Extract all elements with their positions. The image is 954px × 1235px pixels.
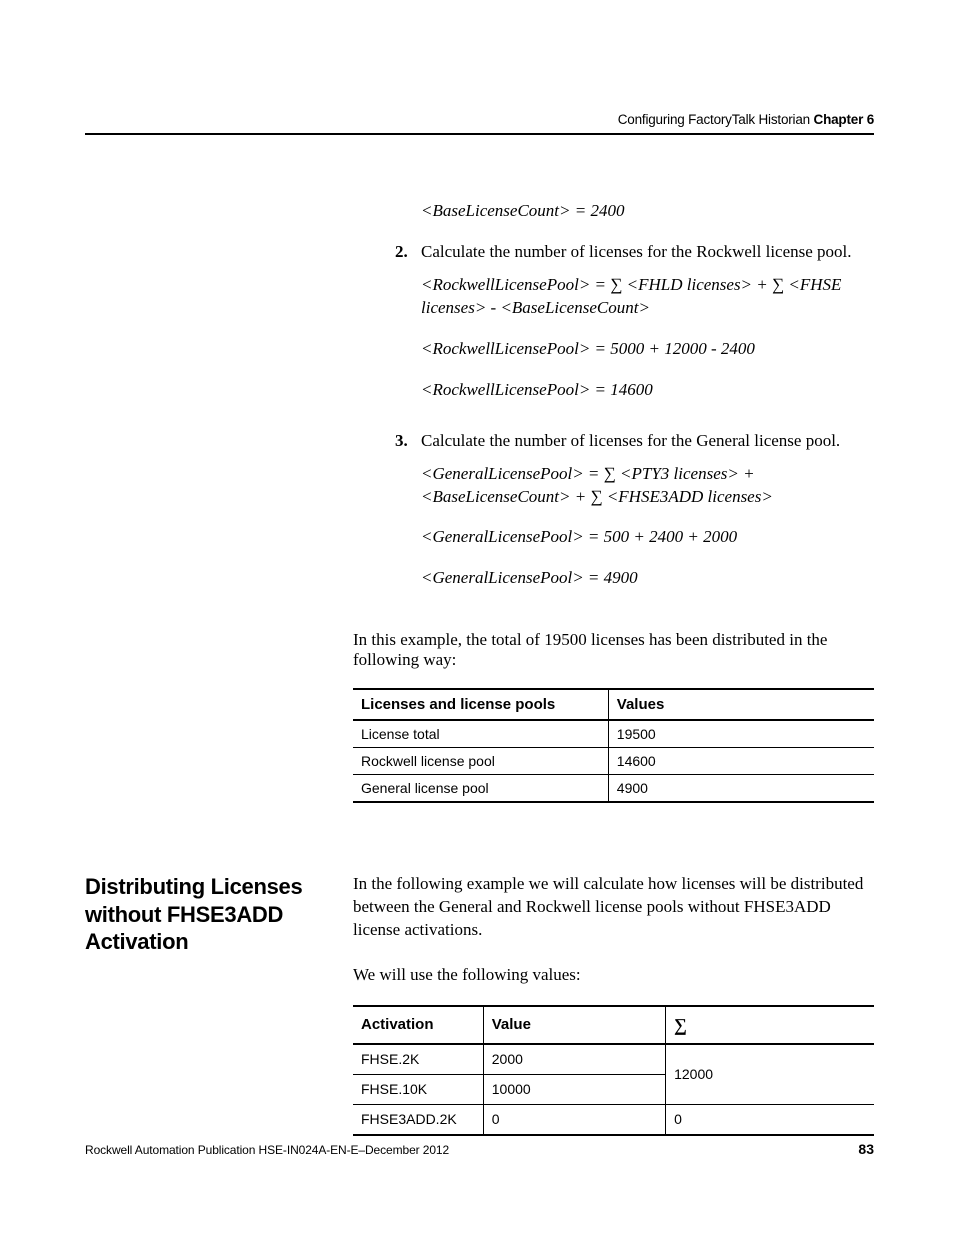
page-footer: Rockwell Automation Publication HSE-IN02… (85, 1141, 874, 1157)
activation-values-table: Activation Value ∑ FHSE.2K 2000 12000 FH… (353, 1005, 874, 1136)
cell-activation: FHSE.2K (353, 1044, 483, 1074)
formula-base-count: <BaseLicenseCount> = 2400 (421, 200, 874, 223)
formula-rockwell-calc: <RockwellLicensePool> = 5000 + 12000 - 2… (421, 338, 874, 361)
cell-value: 0 (483, 1105, 665, 1135)
col-header-sigma: ∑ (666, 1006, 874, 1044)
step-body: Calculate the number of licenses for the… (421, 430, 874, 609)
header-chapter-label: Chapter 6 (814, 112, 874, 127)
table-header-row: Activation Value ∑ (353, 1006, 874, 1044)
cell-sum: 0 (666, 1105, 874, 1135)
step-marker: 2. (395, 241, 421, 420)
cell-label: Rockwell license pool (353, 748, 608, 775)
section-para-2: We will use the following values: (353, 964, 874, 987)
header-section-title: Configuring FactoryTalk Historian (618, 112, 810, 127)
table-row: Rockwell license pool 14600 (353, 748, 874, 775)
formula-general-result: <GeneralLicensePool> = 4900 (421, 567, 874, 590)
step-3: 3. Calculate the number of licenses for … (395, 430, 874, 609)
step-2: 2. Calculate the number of licenses for … (395, 241, 874, 420)
cell-value: 14600 (608, 748, 874, 775)
step-text: Calculate the number of licenses for the… (421, 430, 874, 453)
footer-page-number: 83 (858, 1141, 874, 1157)
summary-paragraph: In this example, the total of 19500 lice… (353, 630, 874, 670)
formula-rockwell-result: <RockwellLicensePool> = 14600 (421, 379, 874, 402)
col-header-activation: Activation (353, 1006, 483, 1044)
col-header-value: Value (483, 1006, 665, 1044)
table-row: General license pool 4900 (353, 775, 874, 803)
cell-label: General license pool (353, 775, 608, 803)
table-row: FHSE.2K 2000 12000 (353, 1044, 874, 1074)
formula-general-def: <GeneralLicensePool> = ∑ <PTY3 licenses>… (421, 463, 874, 509)
summary-block: In this example, the total of 19500 lice… (353, 630, 874, 803)
cell-label: License total (353, 720, 608, 748)
sigma-icon: ∑ (674, 1015, 687, 1035)
table-row: FHSE3ADD.2K 0 0 (353, 1105, 874, 1135)
step-text: Calculate the number of licenses for the… (421, 241, 874, 264)
content-area: <BaseLicenseCount> = 2400 2. Calculate t… (85, 190, 874, 1135)
cell-value: 4900 (608, 775, 874, 803)
table-row: License total 19500 (353, 720, 874, 748)
cell-value: 19500 (608, 720, 874, 748)
header-text: Configuring FactoryTalk Historian Chapte… (85, 112, 874, 127)
formula-rockwell-def: <RockwellLicensePool> = ∑ <FHLD licenses… (421, 274, 874, 320)
step-marker: 3. (395, 430, 421, 609)
body-column: <BaseLicenseCount> = 2400 2. Calculate t… (395, 200, 874, 608)
running-header: Configuring FactoryTalk Historian Chapte… (85, 112, 874, 135)
page: Configuring FactoryTalk Historian Chapte… (0, 0, 954, 1235)
cell-value: 2000 (483, 1044, 665, 1074)
section-para-1: In the following example we will calcula… (353, 873, 874, 942)
cell-activation: FHSE3ADD.2K (353, 1105, 483, 1135)
header-rule (85, 133, 874, 135)
step-body: Calculate the number of licenses for the… (421, 241, 874, 420)
section-body: In the following example we will calcula… (353, 873, 874, 1136)
formula-general-calc: <GeneralLicensePool> = 500 + 2400 + 2000 (421, 526, 874, 549)
license-summary-table: Licenses and license pools Values Licens… (353, 688, 874, 803)
cell-value: 10000 (483, 1075, 665, 1105)
cell-activation: FHSE.10K (353, 1075, 483, 1105)
cell-sum: 12000 (666, 1044, 874, 1104)
col-header-licenses: Licenses and license pools (353, 689, 608, 720)
footer-publication: Rockwell Automation Publication HSE-IN02… (85, 1143, 449, 1157)
section-distributing-licenses: Distributing Licenses without FHSE3ADD A… (85, 873, 874, 1136)
table-header-row: Licenses and license pools Values (353, 689, 874, 720)
col-header-values: Values (608, 689, 874, 720)
section-heading: Distributing Licenses without FHSE3ADD A… (85, 873, 353, 1136)
